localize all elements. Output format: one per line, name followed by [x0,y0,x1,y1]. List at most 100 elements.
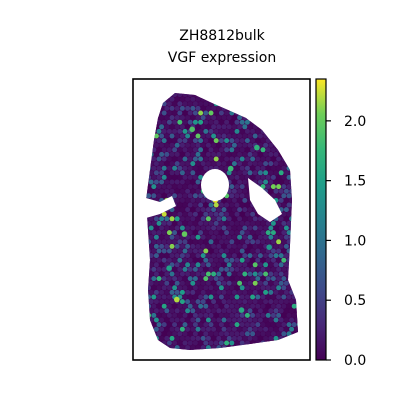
spot [283,170,289,176]
spot [159,253,165,259]
spot [239,184,245,190]
spot [179,225,185,231]
spot [242,161,248,167]
spot [289,308,295,314]
spot [198,110,204,116]
spot [273,308,279,314]
spot [203,239,209,245]
spot [270,285,276,291]
spot [169,161,175,167]
spot [164,335,170,341]
spot [187,331,193,337]
spot [161,211,167,217]
spot [187,211,193,217]
spot [182,322,188,328]
spot [229,257,235,263]
spot [185,243,191,249]
spot [148,188,154,194]
spot [255,331,261,337]
spot [153,317,159,323]
spot [156,174,162,180]
spot [208,294,214,300]
spot [286,294,292,300]
spot [179,115,185,121]
spot [257,234,263,240]
spot [156,266,162,272]
spot [224,119,230,125]
spot [278,161,284,167]
spot [242,151,248,157]
spot [283,207,289,213]
spot [252,262,258,268]
spot [166,340,172,346]
spot [179,179,185,185]
spot [190,197,196,203]
spot [234,340,240,346]
spot [169,253,175,259]
spot [250,294,256,300]
spot [151,193,157,199]
spot [166,230,172,236]
spot [276,303,282,309]
spot [244,294,250,300]
spot [200,299,206,305]
spot [286,211,292,217]
spot [231,188,237,194]
spot [148,234,154,240]
spot [166,128,172,134]
spot [237,280,243,286]
spot [166,101,172,107]
spot [169,216,175,222]
spot [291,312,297,318]
spot [208,248,214,254]
spot [226,225,232,231]
spot [164,151,170,157]
spot [229,331,235,337]
spot [234,119,240,125]
spot [192,110,198,116]
spot [213,220,219,226]
spot [244,312,250,318]
spot [247,289,253,295]
spot [208,211,214,217]
spot [226,326,232,332]
spot [174,253,180,259]
spot [148,299,154,305]
spot [177,248,183,254]
spot [265,230,271,236]
spot [257,151,263,157]
spot [216,216,222,222]
spot [265,322,271,328]
spot [273,271,279,277]
spot [177,211,183,217]
spot [273,289,279,295]
spot [252,216,258,222]
spot [260,257,266,263]
spot [187,248,193,254]
spot [211,225,217,231]
spot [226,115,232,121]
spot [177,276,183,282]
spot [221,142,227,148]
spot [182,138,188,144]
colorbar-tick-label: 1.0 [344,233,366,249]
spot [200,345,206,350]
spot [148,280,154,286]
spot [177,193,183,199]
spot [268,326,274,332]
spot [242,225,248,231]
spot [213,202,219,208]
spot [221,271,227,277]
spot [211,124,217,130]
spot [265,285,271,291]
spot [265,147,271,153]
spot [195,115,201,121]
spot [281,312,287,318]
spot [242,124,248,130]
spot [270,331,276,337]
spot [224,331,230,337]
spot [208,266,214,272]
spot [278,317,284,323]
spot [198,128,204,134]
spot [172,165,178,171]
